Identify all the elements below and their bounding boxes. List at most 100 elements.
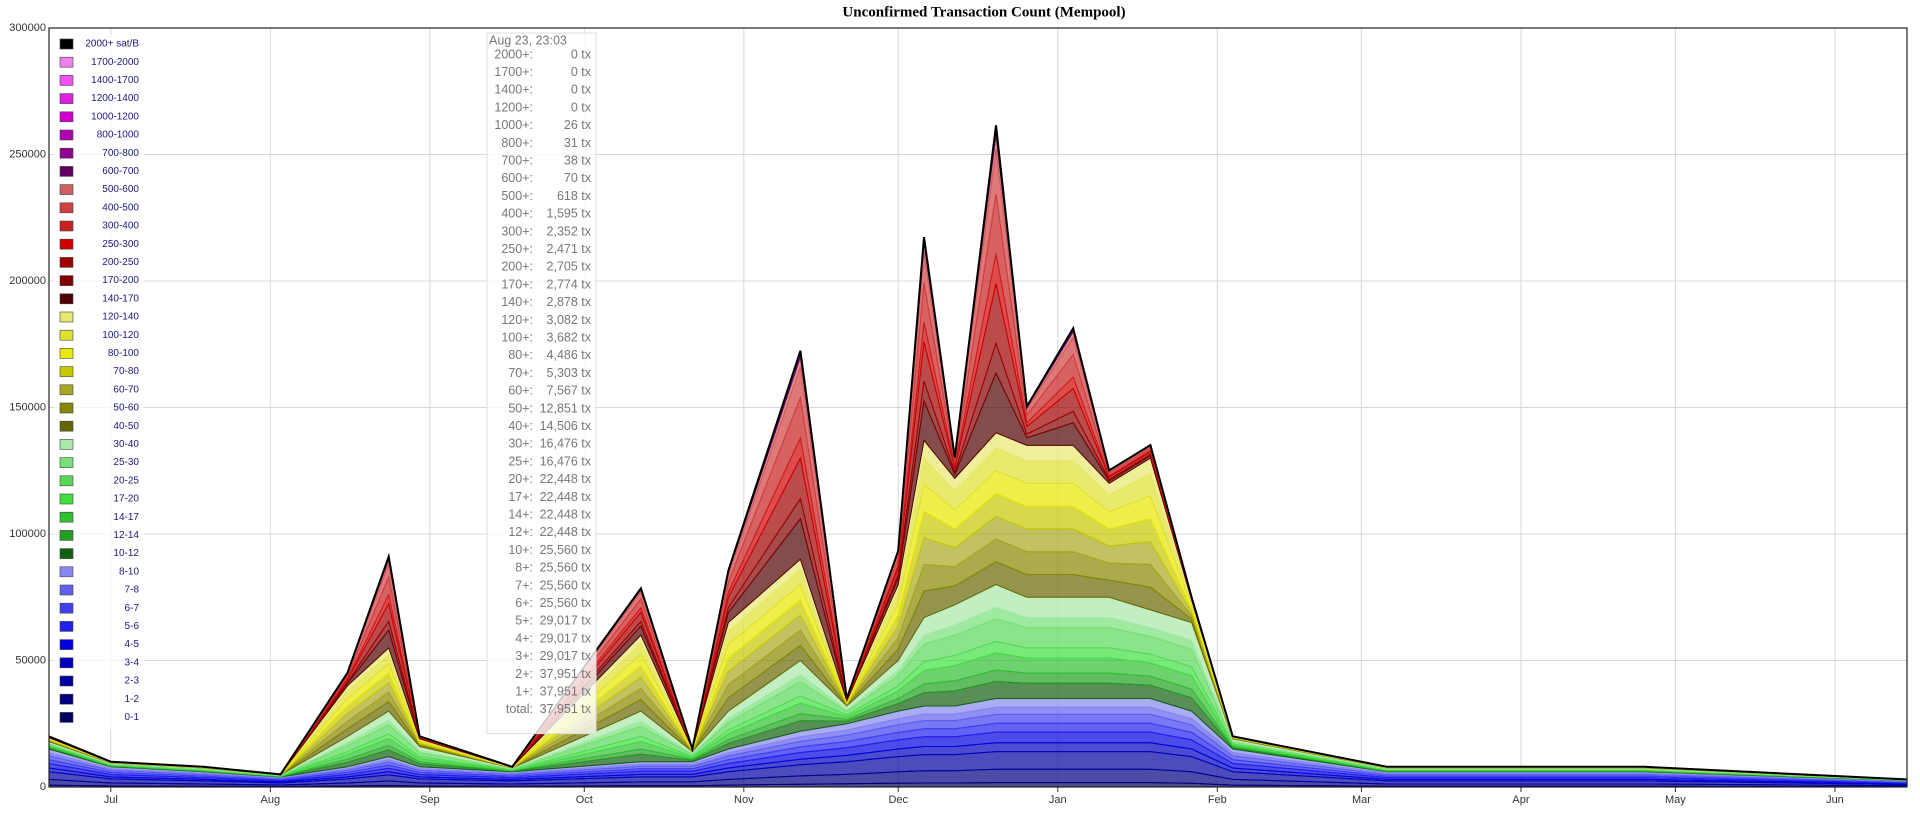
tooltip-label: 80+: [508, 348, 533, 362]
tooltip-label: 100+: [501, 330, 533, 344]
tooltip-label: 1+: [515, 684, 533, 698]
tooltip-value: 1,595 tx [547, 207, 592, 221]
legend-swatch [59, 657, 74, 669]
tooltip-value: 22,448 tx [540, 525, 592, 539]
tooltip-value: 22,448 tx [540, 490, 592, 504]
tooltip-value: 4,486 tx [547, 348, 592, 362]
tooltip-value: 22,448 tx [540, 507, 592, 521]
legend-label: 6-7 [125, 603, 140, 614]
tooltip-label: 140+: [501, 295, 533, 309]
legend-swatch [59, 166, 74, 177]
legend-label: 1400-1700 [91, 75, 139, 86]
tooltip-value: 31 tx [564, 136, 592, 150]
legend-swatch [59, 220, 74, 232]
tooltip-value: 2,352 tx [547, 224, 592, 238]
y-tick-label: 150000 [9, 401, 46, 413]
axes: 0 50000 100000 150000 200000 250000 300000 Jul A… [9, 22, 1908, 806]
tooltip-value: 618 tx [557, 189, 592, 203]
tooltip-label: 30+: [508, 437, 533, 451]
tooltip-value: 22,448 tx [540, 472, 592, 486]
x-tick-label: Feb [1208, 794, 1227, 806]
tooltip-label: 12+: [508, 525, 533, 539]
legend-swatch [59, 475, 74, 487]
legend-label: 170-200 [102, 275, 139, 286]
legend-swatch [59, 311, 74, 323]
legend-swatch [59, 402, 74, 414]
legend-label: 60-70 [113, 384, 139, 395]
legend-label: 1-2 [125, 694, 140, 705]
legend-label: 140-170 [102, 293, 139, 304]
legend-swatch [59, 384, 74, 396]
tooltip-value: 7,567 tx [547, 384, 592, 398]
legend-swatch [59, 457, 74, 468]
y-tick-label: 250000 [9, 148, 46, 160]
tooltip-value: 29,017 tx [540, 614, 592, 628]
tooltip-label: 2+: [515, 667, 533, 681]
legend-swatch [59, 712, 74, 723]
x-tick-label: Dec [888, 794, 908, 806]
legend-label: 300-400 [102, 221, 139, 232]
tooltip-value: 25,560 tx [540, 561, 592, 575]
legend-label: 200-250 [102, 257, 139, 268]
legend-swatch [59, 293, 74, 305]
legend-label: 70-80 [113, 366, 139, 377]
chart-title: Unconfirmed Transaction Count (Mempool) [842, 4, 1125, 20]
tooltip-label: 170+: [501, 277, 533, 291]
legend: 2000+ sat/B 1700-2000 1400-1700 1200-1400 10… [54, 34, 144, 730]
legend-label: 14-17 [113, 512, 139, 523]
legend-label: 700-800 [102, 148, 139, 159]
legend-label: 8-10 [119, 566, 139, 577]
tooltip-value: 16,476 tx [540, 437, 592, 451]
legend-label: 120-140 [102, 312, 139, 323]
legend-swatch [59, 275, 74, 286]
tooltip-value: 26 tx [564, 118, 592, 132]
tooltip-label: 1400+: [494, 83, 533, 97]
legend-swatch [59, 56, 74, 68]
tooltip-label: 17+: [508, 490, 533, 504]
legend-label: 50-60 [113, 403, 139, 414]
tooltip-label: 700+: [501, 153, 533, 167]
legend-swatch [59, 621, 74, 632]
x-tick-label: Aug [261, 794, 281, 806]
x-tick-label: Apr [1512, 794, 1529, 806]
legend-label: 1700-2000 [91, 57, 139, 68]
tooltip-label: 8+: [515, 561, 533, 575]
legend-swatch [59, 184, 74, 195]
legend-swatch [59, 202, 74, 214]
legend-label: 7-8 [125, 585, 140, 596]
tooltip-label: 500+: [501, 189, 533, 203]
legend-swatch [59, 584, 74, 596]
y-tick-label: 50000 [15, 654, 46, 666]
legend-label: 1200-1400 [91, 93, 139, 104]
legend-label: 25-30 [113, 457, 139, 468]
tooltip-title: Aug 23, 23:03 [489, 33, 567, 47]
tooltip-value: 38 tx [564, 153, 592, 167]
y-tick-label: 100000 [9, 528, 46, 540]
tooltip-value: 2,774 tx [547, 277, 592, 291]
x-tick-label: Jul [104, 794, 118, 806]
tooltip-value: 25,560 tx [540, 543, 592, 557]
legend-swatch [59, 111, 74, 123]
x-tick-label: Sep [420, 794, 440, 806]
legend-swatch [59, 511, 74, 523]
tooltip-value: 29,017 tx [540, 649, 592, 663]
plot-frame [48, 27, 1908, 788]
legend-label: 5-6 [125, 621, 140, 632]
x-tick-label: Jan [1049, 794, 1067, 806]
tooltip-box [486, 32, 597, 735]
tooltip-label: 10+: [508, 543, 533, 557]
x-tick-label: Mar [1352, 794, 1371, 806]
legend-swatch [59, 257, 74, 268]
y-tick-label: 200000 [9, 275, 46, 287]
tooltip-label: 2000+: [494, 47, 533, 61]
legend-swatch [59, 675, 74, 687]
tooltip-label: 1700+: [494, 65, 533, 79]
tooltip-value: 0 tx [571, 100, 592, 114]
x-tick-label: Nov [734, 794, 754, 806]
tooltip-label: 14+: [508, 507, 533, 521]
tooltip-value: 25,560 tx [540, 596, 592, 610]
y-tick-label: 0 [40, 781, 46, 793]
legend-label: 2-3 [125, 676, 140, 687]
